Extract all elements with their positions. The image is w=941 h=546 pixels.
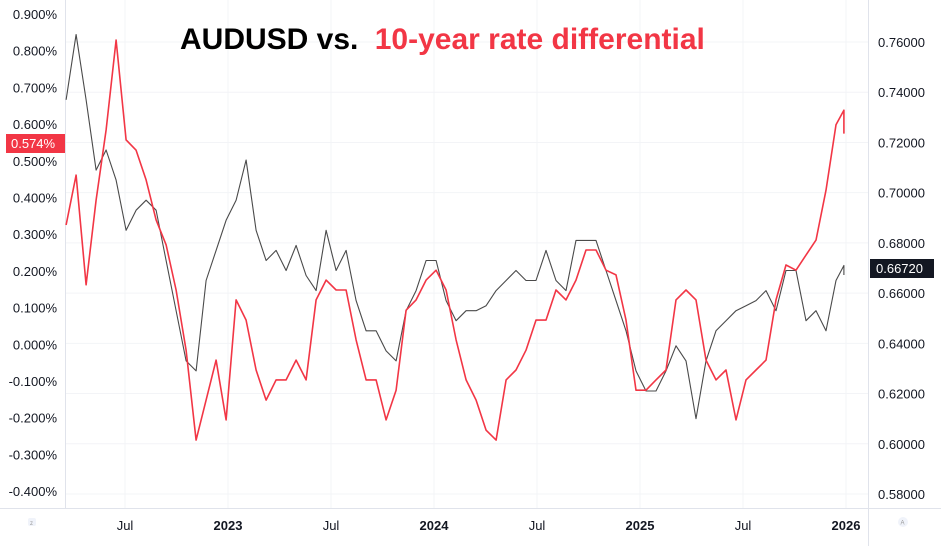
left-tick-label: 0.900% xyxy=(13,7,58,22)
chart-title: AUDUSD vs. 10-year rate differential xyxy=(180,23,705,56)
right-tick-label: 0.66000 xyxy=(878,286,925,301)
time-tick-label: 2025 xyxy=(626,518,655,533)
svg-text:A: A xyxy=(901,521,905,527)
time-tick-label: 2023 xyxy=(214,518,243,533)
right-tick-label: 0.68000 xyxy=(878,236,925,251)
right-last-value: 0.66720 xyxy=(876,261,923,276)
right-last-value-badge: 0.66720 xyxy=(870,259,934,278)
audusd-line xyxy=(65,33,845,420)
series-layer xyxy=(65,33,845,441)
right-tick-label: 0.58000 xyxy=(878,487,925,502)
time-axis[interactable]: Jul 2023 Jul 2024 Jul 2025 Jul 2026 xyxy=(117,518,861,533)
right-tick-label: 0.70000 xyxy=(878,186,925,201)
left-tick-label: 0.600% xyxy=(13,117,58,132)
left-tick-label: 0.200% xyxy=(13,264,58,279)
left-tick-label: 0.800% xyxy=(13,44,58,59)
right-tick-label: 0.72000 xyxy=(878,135,925,150)
time-tick-label: Jul xyxy=(323,518,340,533)
left-tick-label: 0.500% xyxy=(13,154,58,169)
left-tick-label: 0.000% xyxy=(13,337,58,352)
left-tick-label: -0.400% xyxy=(9,484,58,499)
left-tick-label: -0.200% xyxy=(9,411,58,426)
left-tick-label: 0.300% xyxy=(13,227,58,242)
title-audusd: AUDUSD vs. xyxy=(180,23,358,56)
time-tick-label: Jul xyxy=(117,518,134,533)
time-tick-label: 2026 xyxy=(832,518,861,533)
title-rate-diff: 10-year rate differential xyxy=(375,23,705,56)
left-last-value-badge: 0.574% xyxy=(6,134,65,153)
left-tick-label: 0.700% xyxy=(13,80,58,95)
left-tick-label: -0.100% xyxy=(9,374,58,389)
right-tick-label: 0.62000 xyxy=(878,387,925,402)
right-tick-label: 0.64000 xyxy=(878,336,925,351)
right-tick-label: 0.74000 xyxy=(878,85,925,100)
left-tick-label: 0.400% xyxy=(13,191,58,206)
time-tick-label: 2024 xyxy=(420,518,450,533)
grid-lines xyxy=(66,0,868,508)
svg-text:z: z xyxy=(30,521,33,527)
right-tick-label: 0.60000 xyxy=(878,437,925,452)
time-tick-label: Jul xyxy=(529,518,546,533)
right-axis[interactable]: 0.76000 0.74000 0.72000 0.70000 0.68000 0.660… xyxy=(878,35,925,502)
left-tick-label: -0.300% xyxy=(9,447,58,462)
auto-scale-icon[interactable]: A xyxy=(898,517,908,527)
right-tick-label: 0.76000 xyxy=(878,35,925,50)
time-tick-label: Jul xyxy=(735,518,752,533)
rate-differential-line xyxy=(65,39,845,441)
left-axis[interactable]: 0.900% 0.800% 0.700% 0.600% 0.500% 0.400% 0.30… xyxy=(9,7,58,499)
left-tick-label: 0.100% xyxy=(13,301,58,316)
left-last-value: 0.574% xyxy=(11,136,56,151)
scale-toggle-icon[interactable]: z xyxy=(28,518,36,527)
